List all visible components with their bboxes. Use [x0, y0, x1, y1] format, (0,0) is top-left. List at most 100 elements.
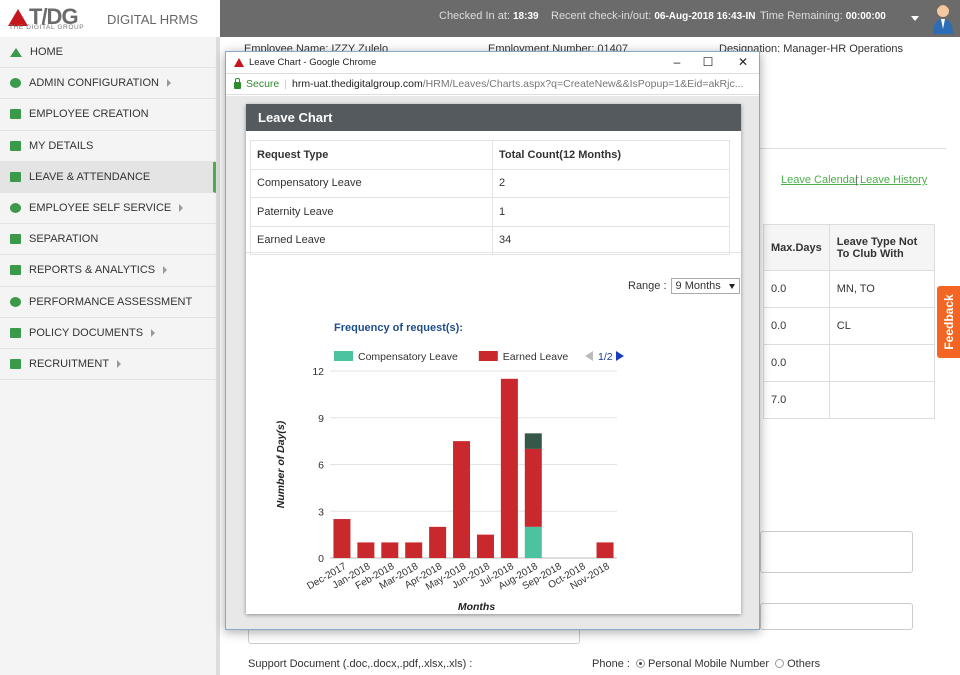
- chevron-right-icon: [166, 79, 171, 88]
- home-icon: [10, 47, 22, 57]
- sidebar-item-recruitment[interactable]: RECRUITMENT: [0, 349, 216, 381]
- bar-Nov-2018-s1: [596, 542, 614, 558]
- sidebar-item-home[interactable]: HOME: [0, 37, 216, 69]
- y-tick-label: 9: [318, 413, 324, 425]
- card-title: Leave Chart: [246, 104, 741, 131]
- sidebar-item-policy-documents[interactable]: POLICY DOCUMENTS: [0, 318, 216, 349]
- checked-in-info: Checked In at: 18:39: [439, 10, 539, 22]
- link-separator: |: [855, 174, 858, 186]
- sidebar-item-label: MY DETAILS: [29, 139, 94, 152]
- personal-mobile-radio[interactable]: [635, 658, 645, 668]
- sidebar-item-label: POLICY DOCUMENTS: [29, 326, 144, 339]
- bar-Aug-2018-s1: [524, 448, 542, 527]
- legend-swatch-0: [334, 351, 353, 361]
- table-cell: Paternity Leave: [250, 197, 493, 227]
- logo-area: T/DG THE DIGITAL GROUP DIGITAL HRMS: [0, 0, 220, 37]
- sidebar-item-admin-configuration[interactable]: ADMIN CONFIGURATION: [0, 68, 216, 100]
- bar-Dec-2017-s1: [333, 519, 351, 558]
- popup-content: Leave Chart Request Type Total Count(12 …: [226, 96, 759, 629]
- others-radio[interactable]: [775, 658, 785, 668]
- users-icon: [10, 358, 21, 369]
- phone-label: Phone :: [592, 658, 630, 670]
- sidebar-item-employee-self-service[interactable]: EMPLOYEE SELF SERVICE: [0, 193, 216, 225]
- feedback-tab[interactable]: Feedback: [937, 286, 960, 358]
- max-days-header: Max.Days: [763, 224, 830, 271]
- gear-icon: [10, 78, 21, 89]
- section-divider: [246, 252, 741, 253]
- table-cell: 0.0: [763, 307, 830, 345]
- y-tick-label: 3: [318, 506, 324, 518]
- sidebar-item-label: PERFORMANCE ASSESSMENT: [29, 295, 193, 308]
- range-select[interactable]: 9 Months: [670, 278, 740, 294]
- sidebar-item-label: RECRUITMENT: [29, 357, 110, 370]
- legend-label-1: Earned Leave: [503, 351, 569, 363]
- address-bar[interactable]: Secure | hrm-uat.thedigitalgroup.com/HRM…: [226, 73, 759, 95]
- secure-label: Secure: [246, 78, 280, 90]
- table-cell: 1: [492, 197, 730, 227]
- y-axis-label: Number of Day(s): [275, 420, 287, 508]
- request-type-header: Request Type: [250, 140, 493, 170]
- recent-checkin-label: Recent check-in/out:: [551, 10, 652, 22]
- minimize-icon[interactable]: –: [673, 55, 681, 69]
- y-tick-label: 0: [318, 553, 324, 565]
- sidebar-item-separation[interactable]: SEPARATION: [0, 224, 216, 256]
- sidebar-item-my-details[interactable]: MY DETAILS: [0, 131, 216, 162]
- chevron-right-icon: [163, 266, 168, 275]
- table-cell: MN, TO: [828, 270, 936, 308]
- url-path: /HRM/Leaves/Charts.aspx?q=CreateNew&&IsP…: [422, 78, 744, 90]
- divider: [760, 148, 946, 149]
- time-remaining-value: 00:00:00: [845, 11, 886, 22]
- y-tick-label: 6: [318, 460, 324, 472]
- table-cell: [828, 344, 936, 382]
- company-logo[interactable]: T/DG: [8, 4, 79, 30]
- chevron-right-icon: [117, 359, 122, 368]
- bar-Jul-2018-s1: [500, 378, 518, 558]
- sidebar-item-leave-attendance[interactable]: LEAVE & ATTENDANCE: [0, 161, 216, 193]
- reason-textarea[interactable]: [760, 531, 913, 573]
- legend-swatch-1: [478, 351, 498, 361]
- chevron-down-icon: [728, 283, 735, 289]
- url-host: hrm-uat.thedigitalgroup.com: [292, 78, 423, 90]
- sidebar-item-performance-assessment[interactable]: PERFORMANCE ASSESSMENT: [0, 287, 216, 318]
- sidebar-item-reports-analytics[interactable]: REPORTS & ANALYTICS: [0, 255, 216, 287]
- table-cell: 0.0: [763, 270, 830, 308]
- bar-Aug-2018-s0: [524, 526, 542, 558]
- recent-checkin-info: Recent check-in/out: 06-Aug-2018 16:43-I…: [551, 10, 756, 22]
- leave-chart-card: Leave Chart Request Type Total Count(12 …: [246, 104, 741, 614]
- user-avatar-icon[interactable]: [932, 3, 954, 34]
- table-row: 0.0 MN, TO: [763, 270, 936, 308]
- download-icon: [10, 234, 21, 245]
- user-menu-chevron-down-icon[interactable]: [911, 16, 919, 21]
- leave-history-link[interactable]: Leave History: [860, 174, 928, 186]
- close-icon[interactable]: ✕: [737, 55, 749, 69]
- calendar-icon: [10, 171, 21, 182]
- bar-Aug-2018-s2: [524, 433, 542, 449]
- sidebar-item-label: LEAVE & ATTENDANCE: [29, 170, 151, 183]
- top-bar: T/DG THE DIGITAL GROUP DIGITAL HRMS Chec…: [0, 0, 960, 37]
- user-icon: [10, 203, 21, 214]
- table-cell: [828, 381, 936, 419]
- logo-text: T/DG: [29, 4, 79, 29]
- time-remaining-label: Time Remaining:: [760, 10, 843, 22]
- chevron-right-icon: [151, 328, 156, 337]
- time-remaining-info: Time Remaining: 00:00:00: [760, 10, 886, 22]
- range-value: 9 Months: [675, 280, 721, 292]
- user-icon: [10, 296, 21, 307]
- sidebar-item-employee-creation[interactable]: EMPLOYEE CREATION: [0, 99, 216, 131]
- bar-Apr-2018-s1: [429, 526, 447, 558]
- sidebar-item-label: SEPARATION: [29, 233, 99, 246]
- table-header-row: Max.Days Leave Type Not To Club With: [763, 224, 936, 271]
- contact-input[interactable]: [760, 603, 913, 630]
- legend-prev-icon: [585, 351, 593, 361]
- support-document-label: Support Document (.doc,.docx,.pdf,.xlsx,…: [248, 658, 473, 670]
- feedback-label: Feedback: [941, 294, 956, 350]
- table-row: 7.0: [763, 381, 936, 419]
- range-label: Range :: [628, 280, 667, 292]
- table-header-row: Request Type Total Count(12 Months): [250, 140, 730, 170]
- window-titlebar[interactable]: Leave Chart - Google Chrome – ☐ ✕: [226, 52, 759, 73]
- book-icon: [10, 265, 21, 276]
- leave-calendar-link[interactable]: Leave Calendar: [781, 174, 859, 186]
- maximize-icon[interactable]: ☐: [702, 55, 714, 69]
- table-row: 0.0 CL: [763, 307, 936, 345]
- sidebar-item-label: EMPLOYEE SELF SERVICE: [29, 202, 172, 215]
